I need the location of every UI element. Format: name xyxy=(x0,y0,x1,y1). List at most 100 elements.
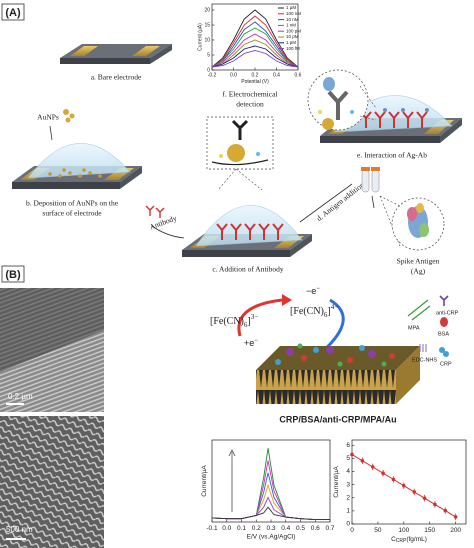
y-tick-label: 15 xyxy=(204,22,210,28)
step-label: d. Antigen addition xyxy=(315,180,366,223)
legend-label: 10 nM xyxy=(286,17,299,22)
legend-label: 10 pM xyxy=(286,34,299,39)
x-tick-label: 0.5 xyxy=(296,525,305,532)
series-line xyxy=(211,15,299,68)
x-tick-label: 0.0 xyxy=(230,72,237,78)
x-tick-label: 0.4 xyxy=(273,72,280,78)
antibody-icons xyxy=(145,205,185,239)
y-tick-label: 10 xyxy=(204,37,210,43)
legend-label: anti-CRP xyxy=(436,310,459,316)
series-line xyxy=(211,27,299,68)
electron-label: −e− xyxy=(306,286,320,297)
x-tick-label: 0 xyxy=(350,527,354,534)
zoom-content xyxy=(211,119,269,191)
series-line xyxy=(211,21,299,68)
zoom-box xyxy=(206,116,274,170)
bare-electrode xyxy=(60,44,172,64)
panel-label: (B) xyxy=(5,269,21,281)
x-tick-label: 0.2 xyxy=(252,72,259,78)
surface-caption: CRP/BSA/anti-CRP/MPA/Au xyxy=(279,414,396,424)
trend-arrow xyxy=(228,449,236,512)
y-tick-label: 5 xyxy=(207,52,210,58)
series-line xyxy=(211,50,299,68)
sem-image xyxy=(0,416,104,548)
x-tick-label: 150 xyxy=(424,527,435,534)
y-tick-label: 0 xyxy=(207,67,210,73)
x-tick-label: -0.2 xyxy=(208,72,217,78)
x-axis-label-sub: CRP xyxy=(396,538,407,544)
y-tick-label: 0 xyxy=(346,521,350,528)
data-point xyxy=(391,477,396,482)
scale-bar xyxy=(6,403,24,405)
legend-label: 100 pM xyxy=(286,28,301,33)
data-point xyxy=(453,515,458,519)
y-axis-label: Current/µA xyxy=(201,465,208,497)
x-tick-label: 0.6 xyxy=(311,525,320,532)
x-tick-label: 0.3 xyxy=(266,525,275,532)
x-tick-label: 100 xyxy=(398,527,409,534)
sem-shadow xyxy=(0,288,104,372)
x-tick-label: 0.2 xyxy=(252,525,261,532)
electron-label: +e− xyxy=(244,338,258,349)
data-point xyxy=(360,458,365,463)
plot-area xyxy=(351,439,467,525)
x-tick-label: 200 xyxy=(450,527,461,534)
y-tick-label: 6 xyxy=(346,442,350,449)
schematic-legend-icons xyxy=(407,295,449,357)
step-label: c. Addition of Antibody xyxy=(212,265,284,274)
step-label: a. Bare electrode xyxy=(91,73,142,82)
panel-label-box xyxy=(1,265,25,283)
y-tick-label: 4 xyxy=(346,468,350,475)
spike-protein xyxy=(407,203,429,238)
x-tick-label: 0.1 xyxy=(237,525,246,532)
legend-label: EDC-NHS xyxy=(412,357,437,363)
scale-bar xyxy=(6,538,26,540)
x-tick-label: 0.7 xyxy=(325,525,334,532)
y-axis-label: Current/µA xyxy=(333,466,340,498)
sensor-surface xyxy=(256,343,420,404)
step-label: e. Interaction of Ag-Ab xyxy=(357,151,427,160)
sample-tubes xyxy=(361,167,401,247)
y-axis-label: Current (µA) xyxy=(197,23,203,51)
interaction-zoom-content xyxy=(318,77,377,130)
step-label: surface of electrode xyxy=(42,209,102,218)
step-label: b. Deposition of AuNPs on the xyxy=(26,199,119,208)
series-line xyxy=(211,506,330,520)
series-line xyxy=(211,45,299,68)
y-tick-label: 5 xyxy=(346,455,350,462)
data-point xyxy=(350,452,354,457)
legend-label: 1 nM xyxy=(286,23,296,28)
redox-species: [Fe(CN)6]3− xyxy=(210,313,258,329)
x-axis-label-part: C xyxy=(391,536,396,543)
legend-label: 1 µM xyxy=(286,5,296,10)
plot-area xyxy=(211,439,331,523)
y-tick-label: 20 xyxy=(204,7,210,13)
legend-label: 100 fM xyxy=(286,46,300,51)
x-axis-label: E/V (vs.Ag/AgCl) xyxy=(247,534,296,541)
legend-label: CRP xyxy=(440,361,452,367)
series-line xyxy=(211,33,299,68)
data-point xyxy=(422,496,427,500)
spike-label: Spike Antigen xyxy=(397,257,440,266)
panel-label: (A) xyxy=(5,7,21,19)
y-tick-label: 1 xyxy=(346,508,350,515)
x-axis-label: CCRP(fg/mL) xyxy=(391,536,427,545)
data-point xyxy=(412,490,416,494)
redox-species: [Fe(CN)6]4− xyxy=(290,303,338,319)
x-tick-label: 0.0 xyxy=(222,525,231,532)
x-axis-label: Potential (V) xyxy=(241,79,269,85)
deposition-electrode xyxy=(12,143,142,189)
x-tick-label: -0.1 xyxy=(206,525,218,532)
legend-label: 1 pM xyxy=(286,40,296,45)
legend-label: BSA xyxy=(438,331,449,337)
antibody-label: Antibody xyxy=(148,213,178,231)
data-point xyxy=(370,465,375,469)
panel-label-box xyxy=(1,3,25,21)
x-tick-label: 50 xyxy=(374,527,382,534)
x-tick-label: 0.6 xyxy=(295,72,302,78)
antibody-electrode xyxy=(182,205,312,257)
y-tick-label: 3 xyxy=(346,481,350,488)
aunp-cluster xyxy=(49,109,75,141)
scale-label: 500 nm xyxy=(6,525,33,534)
